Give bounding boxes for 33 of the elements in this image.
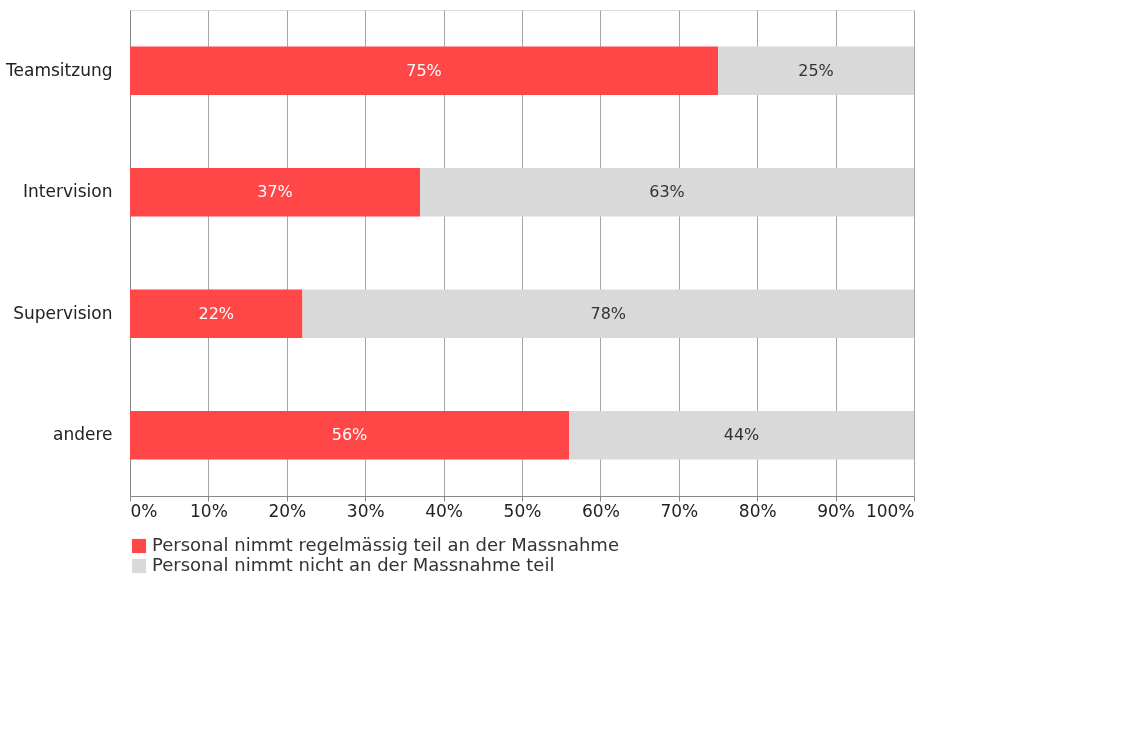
bar [130,289,303,339]
x-tick-label: 10% [190,500,228,521]
x-tick-label: 70% [660,500,699,521]
legend-label: Personal nimmt nicht an der Massnahme teil [152,554,555,575]
data-label: 63% [649,182,685,202]
data-label: 22% [198,303,235,323]
bar [130,167,421,217]
legend-label: Personal nimmt regelmässig teil an der Massnahme [152,534,619,555]
y-tick-label: andere [52,424,113,445]
x-tick-label: 80% [738,500,777,521]
y-tick-label: Supervision [13,302,113,323]
bar [569,410,914,460]
x-tick-label: 40% [425,500,463,521]
data-label: 56% [331,425,368,445]
bar [130,410,570,460]
data-label: 25% [798,60,834,80]
bar [420,167,914,217]
data-label: 78% [590,303,627,323]
x-tick-label: 90% [817,500,855,521]
x-tick-label: 0% [130,500,158,521]
x-tick-label: 100% [865,500,915,521]
data-label: 44% [723,425,760,445]
bar [130,46,718,96]
x-tick-label: 50% [503,500,542,521]
bar [302,289,914,339]
data-label: 75% [406,60,442,80]
y-tick-label: Intervision [23,181,113,202]
x-tick-label: 20% [268,500,307,521]
y-tick-label: Teamsitzung [5,59,113,80]
bar [718,46,914,96]
x-tick-label: 30% [346,500,385,521]
data-label: 37% [257,182,293,202]
x-tick-label: 60% [582,500,620,521]
